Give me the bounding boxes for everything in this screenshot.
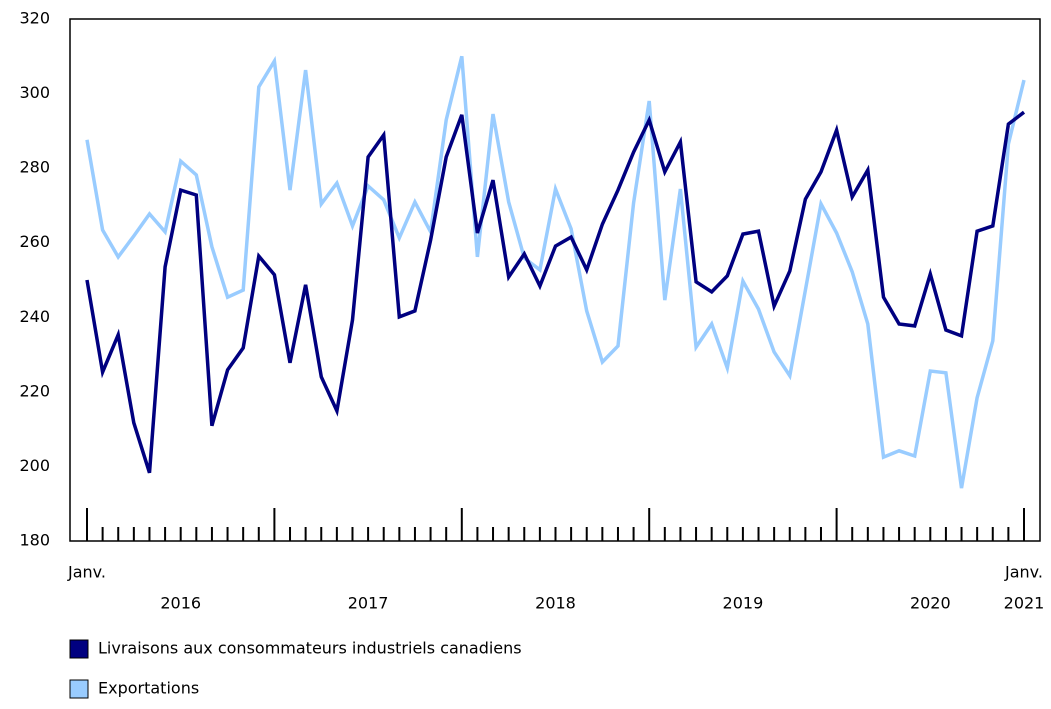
legend-swatch	[69, 639, 89, 659]
year-label: 2016	[160, 594, 201, 613]
legend-label: Livraisons aux consommateurs industriels…	[98, 639, 522, 658]
y-tick-label: 240	[19, 307, 50, 326]
x-tick-label: Janv.	[67, 563, 106, 582]
series-line	[85, 55, 1026, 489]
y-tick-label: 200	[19, 456, 50, 475]
year-label: 2018	[535, 594, 576, 613]
legend-swatch	[69, 679, 89, 699]
y-tick-label: 180	[19, 531, 50, 550]
y-tick-label: 300	[19, 83, 50, 102]
y-tick-label: 280	[19, 158, 50, 177]
y-tick-label: 220	[19, 381, 50, 400]
y-tick-label: 260	[19, 232, 50, 251]
year-label: 2021	[1004, 594, 1045, 613]
series-line	[85, 110, 1026, 474]
year-label: 2019	[723, 594, 764, 613]
plot-frame	[69, 18, 1041, 542]
year-label: 2020	[910, 594, 951, 613]
year-label: 2017	[348, 594, 389, 613]
legend-label: Exportations	[98, 679, 199, 698]
x-tick-label: Janv.	[1004, 563, 1043, 582]
y-tick-label: 320	[19, 9, 50, 28]
